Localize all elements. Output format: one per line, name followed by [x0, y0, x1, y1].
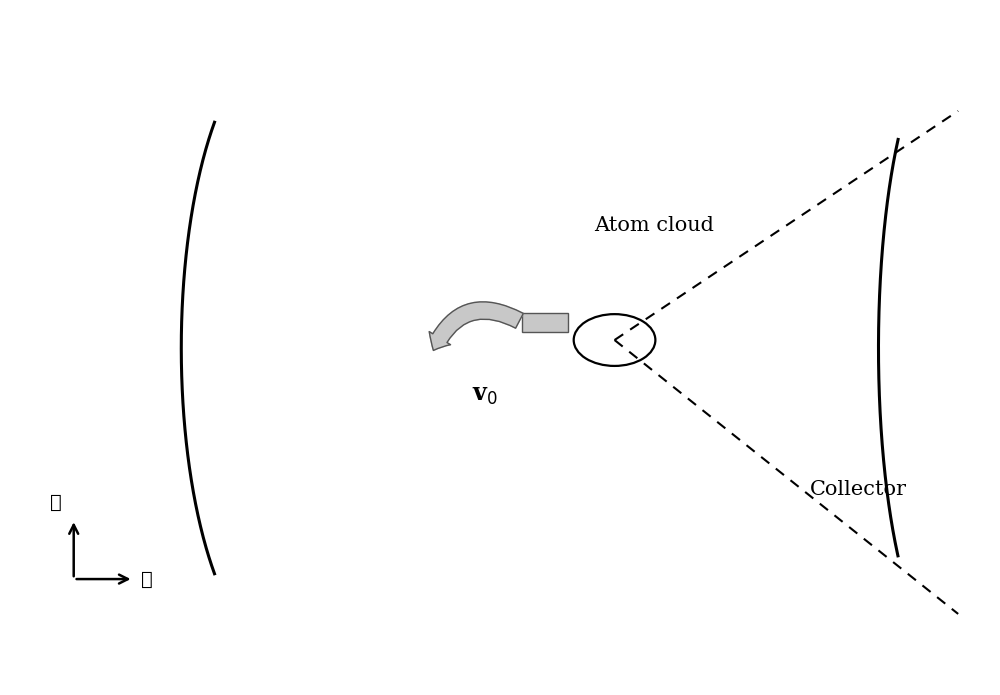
Text: 北: 北: [50, 493, 62, 512]
Text: 东: 东: [141, 570, 153, 589]
FancyBboxPatch shape: [522, 313, 568, 332]
Text: v$_0$: v$_0$: [472, 383, 498, 407]
Text: Collector: Collector: [810, 480, 907, 499]
Text: Atom cloud: Atom cloud: [594, 216, 714, 236]
FancyArrowPatch shape: [429, 302, 523, 350]
